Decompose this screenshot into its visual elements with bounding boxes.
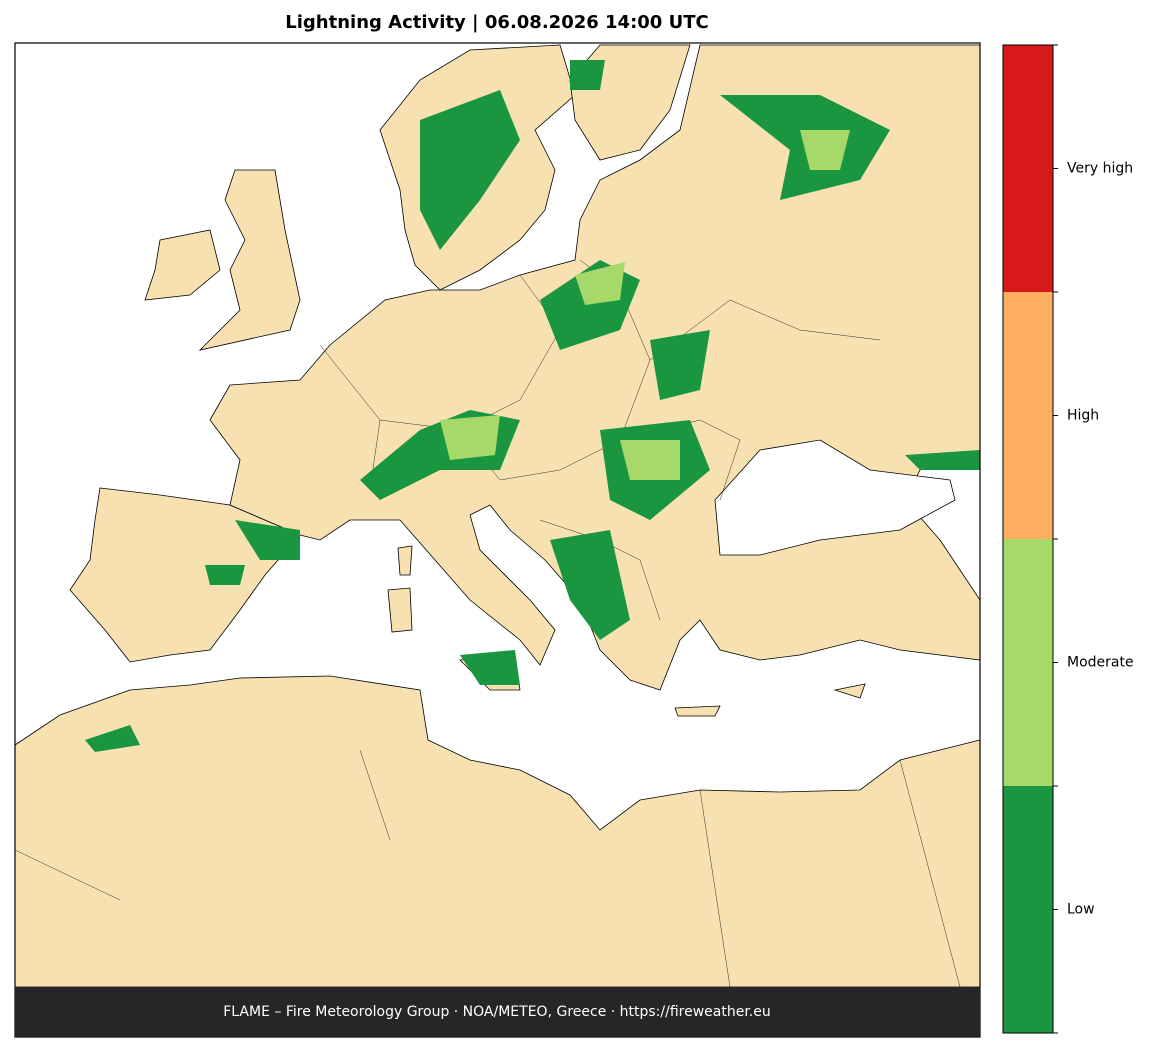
colorbar-label: High xyxy=(1067,408,1099,424)
colorbar-segment xyxy=(1003,45,1053,292)
colorbar-label: Low xyxy=(1067,902,1095,918)
ireland xyxy=(144,229,221,301)
colorbar-segment xyxy=(1003,786,1053,1033)
great-britain xyxy=(198,169,301,351)
footer-bar xyxy=(15,987,980,1037)
colorbar-label: Very high xyxy=(1067,161,1133,177)
lightning-cells xyxy=(85,60,980,752)
cyprus xyxy=(833,683,866,699)
sardinia xyxy=(387,587,413,633)
black-sea xyxy=(714,439,956,556)
colorbar-frame xyxy=(1002,44,1054,1034)
crete xyxy=(674,705,721,717)
footer-text: FLAME – Fire Meteorology Group · NOA/MET… xyxy=(223,1004,771,1020)
colorbar-segment xyxy=(1003,539,1053,786)
corsica xyxy=(397,545,413,576)
map-title: Lightning Activity | 06.08.2026 14:00 UT… xyxy=(285,12,708,33)
africa xyxy=(14,675,981,988)
colorbar: Low Moderate High Very high xyxy=(1002,44,1134,1034)
colorbar-label: Moderate xyxy=(1067,655,1134,671)
colorbar-segment xyxy=(1003,292,1053,539)
map: FLAME – Fire Meteorology Group · NOA/MET… xyxy=(14,42,981,1038)
